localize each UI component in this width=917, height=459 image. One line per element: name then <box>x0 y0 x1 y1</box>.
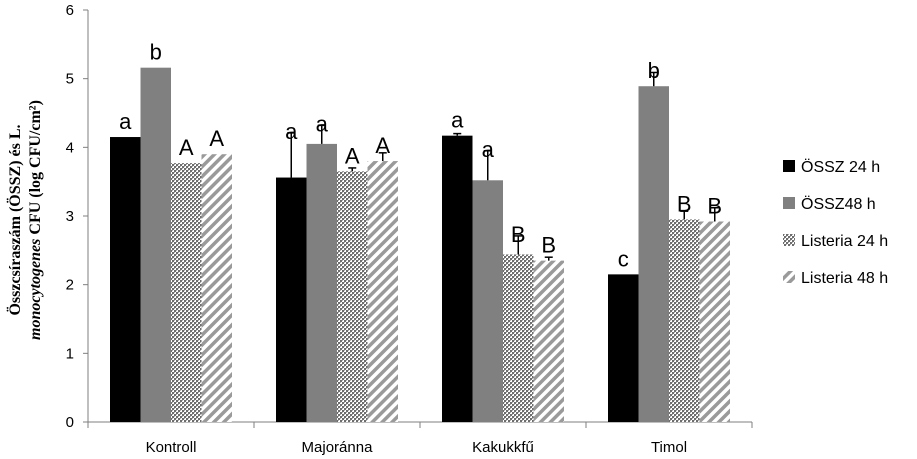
x-category-label: Majoránna <box>302 439 374 456</box>
x-category-label: Kontroll <box>146 439 197 456</box>
y-axis-label-unit: CFU (log CFU/cm²) <box>27 100 44 239</box>
significance-label: a <box>119 109 132 134</box>
x-category-label: Timol <box>651 439 687 456</box>
legend-swatch <box>783 197 795 209</box>
legend-swatch <box>783 160 795 172</box>
bar <box>442 135 473 422</box>
legend-label: Listeria 24 h <box>801 233 888 250</box>
bar <box>472 180 503 422</box>
bar <box>306 143 337 422</box>
bar <box>367 161 398 423</box>
significance-label: A <box>179 135 194 160</box>
significance-label: A <box>345 143 360 168</box>
significance-label: c <box>618 246 629 271</box>
error-bars <box>287 71 719 261</box>
bar <box>110 137 141 423</box>
significance-label: a <box>285 119 298 144</box>
y-axis-label: Összcsíraszám (ÖSSZ) és L. monocytogenes… <box>6 100 44 340</box>
bar <box>503 254 534 422</box>
bar <box>337 171 368 422</box>
significance-label: B <box>511 222 526 247</box>
x-category-label: Kakukkfű <box>472 439 534 456</box>
y-tick-label: 6 <box>66 2 74 19</box>
significance-label: b <box>648 58 660 83</box>
y-axis-label-line2: monocytogenes CFU (log CFU/cm²) <box>27 100 44 340</box>
bar <box>140 67 171 423</box>
legend-label: ÖSSZ 24 h <box>801 158 880 176</box>
bar <box>669 219 700 422</box>
significance-label: a <box>451 108 464 133</box>
legend: ÖSSZ 24 h ÖSSZ48 h Listeria 24 h Listeria 4… <box>783 158 888 287</box>
legend-swatch <box>783 234 795 246</box>
bar <box>276 177 307 422</box>
significance-label: a <box>482 137 495 162</box>
significance-label: B <box>541 233 556 258</box>
y-tick-label: 3 <box>66 208 74 225</box>
significance-label: b <box>150 40 162 65</box>
y-axis-label-species: monocytogenes <box>27 239 44 340</box>
bar <box>608 274 639 422</box>
bars <box>110 67 730 423</box>
bar <box>201 154 232 422</box>
y-tick-label: 1 <box>66 345 74 362</box>
significance-label: B <box>677 191 692 216</box>
significance-label: a <box>316 111 329 136</box>
bar <box>171 163 202 423</box>
y-tick-label: 0 <box>66 414 74 431</box>
significance-label: B <box>707 193 722 218</box>
legend-swatch <box>783 271 795 283</box>
significance-label: A <box>209 126 224 151</box>
legend-label: Listeria 48 h <box>801 270 888 287</box>
y-axis-label-line1: Összcsíraszám (ÖSSZ) és L. <box>6 124 24 315</box>
bar <box>638 86 669 422</box>
bar <box>699 221 730 422</box>
significance-label: A <box>375 133 390 158</box>
legend-label: ÖSSZ48 h <box>801 195 876 213</box>
y-tick-label: 2 <box>66 277 74 294</box>
y-tick-label: 4 <box>66 139 74 156</box>
bar <box>533 260 564 422</box>
y-tick-label: 5 <box>66 71 74 88</box>
